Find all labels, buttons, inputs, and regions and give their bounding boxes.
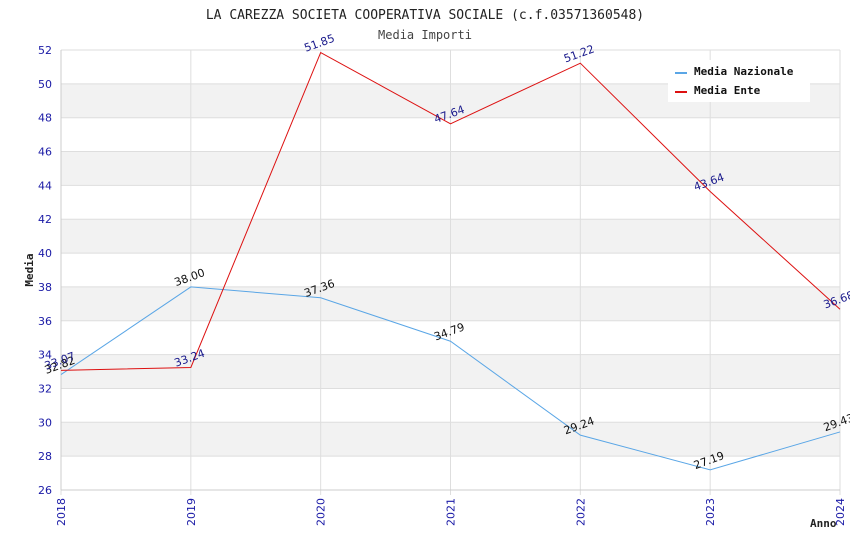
y-tick-label: 38 xyxy=(38,281,52,294)
legend-entry-media-ente: Media Ente xyxy=(694,84,761,97)
legend-entry-media-nazionale: Media Nazionale xyxy=(694,65,794,78)
y-tick-label: 42 xyxy=(38,213,52,226)
data-label-media-ente: 51.22 xyxy=(562,42,596,65)
y-axis-label: Media xyxy=(23,253,36,286)
series-line-media-ente xyxy=(60,51,841,371)
x-tick-labels: 2018 2019 2020 2021 2022 2023 2024 xyxy=(55,498,847,526)
y-tick-label: 26 xyxy=(38,484,52,497)
legend-background xyxy=(668,60,810,102)
y-tick-label: 32 xyxy=(38,382,52,395)
x-tick-label: 2021 xyxy=(445,498,458,526)
y-tick-label: 52 xyxy=(38,44,52,57)
y-tick-label: 50 xyxy=(38,78,52,91)
x-tick-label: 2024 xyxy=(834,498,847,526)
x-axis-label: Anno xyxy=(810,517,837,530)
chart-title: LA CAREZZA SOCIETA COOPERATIVA SOCIALE (… xyxy=(206,8,644,23)
y-tick-label: 40 xyxy=(38,247,52,260)
x-tick-label: 2019 xyxy=(185,498,198,526)
y-tick-label: 30 xyxy=(38,416,52,429)
x-tick-label: 2020 xyxy=(315,498,328,526)
data-label-media-nazionale: 34.79 xyxy=(432,320,466,343)
x-tick-label: 2023 xyxy=(704,498,717,526)
y-tick-label: 48 xyxy=(38,112,52,125)
grid-lines xyxy=(60,49,841,495)
y-tick-label: 36 xyxy=(38,315,52,328)
y-tick-label: 46 xyxy=(38,146,52,159)
x-tick-label: 2018 xyxy=(55,498,68,526)
y-tick-label: 44 xyxy=(38,179,52,192)
series-line-media-nazionale xyxy=(60,286,841,471)
y-tick-label: 34 xyxy=(38,349,52,362)
y-tick-label: 28 xyxy=(38,450,52,463)
series-lines xyxy=(60,51,841,471)
chart-subtitle: Media Importi xyxy=(378,28,472,42)
y-tick-labels: 26 28 30 32 34 36 38 40 42 44 46 48 50 52 xyxy=(38,44,52,497)
data-label-media-ente: 51.85 xyxy=(302,32,336,55)
x-tick-label: 2022 xyxy=(574,498,587,526)
legend: Media Nazionale Media Ente xyxy=(668,60,810,102)
data-label-media-nazionale: 38.00 xyxy=(173,266,207,289)
